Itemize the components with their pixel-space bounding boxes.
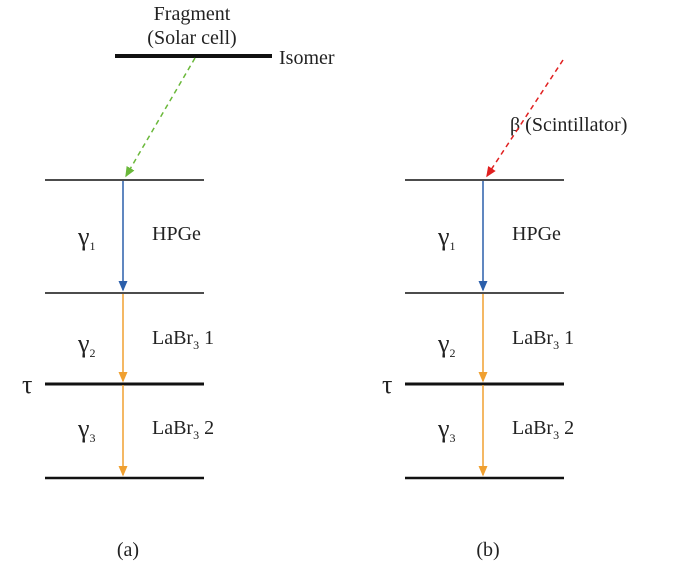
detector-sub: 3	[553, 428, 559, 442]
gamma-label: γ1	[437, 222, 456, 253]
gamma-index: 1	[90, 239, 96, 253]
detector-sub: 3	[553, 338, 559, 352]
detector-number: 2	[559, 417, 574, 439]
gamma-label: γ2	[77, 329, 96, 360]
detector-name: HPGe	[152, 223, 201, 245]
panel-label: (a)	[117, 539, 139, 561]
gamma-label: γ2	[437, 329, 456, 360]
gamma-symbol: γ	[77, 222, 90, 251]
gamma-symbol: γ	[77, 414, 90, 443]
detector-label: HPGe	[152, 223, 201, 245]
gamma-label: γ3	[437, 414, 456, 445]
gamma-label: γ3	[77, 414, 96, 445]
detector-name: LaBr	[512, 327, 553, 349]
gamma-symbol: γ	[437, 414, 450, 443]
detector-number: 1	[199, 327, 214, 349]
detector-name: HPGe	[512, 223, 561, 245]
detector-sub: 3	[193, 338, 199, 352]
detector-label: HPGe	[512, 223, 561, 245]
gamma-index: 3	[450, 431, 456, 445]
detector-label: LaBr3 2	[152, 417, 214, 442]
gamma-index: 1	[450, 239, 456, 253]
detector-number: 1	[559, 327, 574, 349]
detector-number: 2	[199, 417, 214, 439]
source-label: β (Scintillator)	[510, 114, 627, 136]
detector-name: LaBr	[512, 417, 553, 439]
source-label: (Solar cell)	[147, 27, 236, 49]
gamma-symbol: γ	[437, 329, 450, 358]
gamma-index: 2	[90, 346, 96, 360]
gamma-index: 2	[450, 346, 456, 360]
panel-label: (b)	[476, 539, 499, 561]
isomer-label: Isomer	[279, 47, 335, 69]
gamma-symbol: γ	[77, 329, 90, 358]
gamma-label: γ1	[77, 222, 96, 253]
feed-arrow	[125, 57, 196, 178]
detector-label: LaBr3 1	[152, 327, 214, 352]
detector-sub: 3	[193, 428, 199, 442]
detector-label: LaBr3 2	[512, 417, 574, 442]
gamma-index: 3	[90, 431, 96, 445]
tau-label: τ	[382, 370, 392, 399]
detector-name: LaBr	[152, 417, 193, 439]
tau-label: τ	[22, 370, 32, 399]
gamma-symbol: γ	[437, 222, 450, 251]
detector-label: LaBr3 1	[512, 327, 574, 352]
detector-name: LaBr	[152, 327, 193, 349]
source-label: Fragment	[154, 3, 231, 25]
